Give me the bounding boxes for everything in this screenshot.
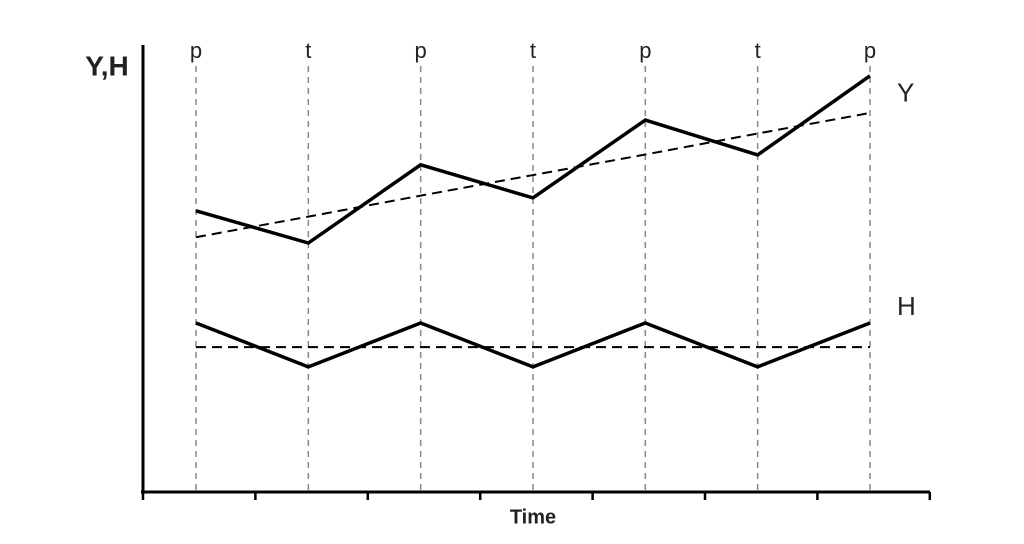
category-label: t (305, 38, 311, 63)
series-label: Y (897, 78, 914, 108)
category-label: p (864, 38, 876, 63)
series-line (195, 74, 871, 245)
category-label: p (415, 38, 427, 63)
category-label: p (190, 38, 202, 63)
x-axis-label: Time (510, 506, 556, 528)
category-label: p (639, 38, 651, 63)
series-label: H (897, 291, 916, 321)
series-line (195, 321, 871, 369)
category-label: t (530, 38, 536, 63)
y-axis-label: Y,H (85, 50, 129, 81)
category-label: t (755, 38, 761, 63)
trend-line (195, 111, 871, 239)
